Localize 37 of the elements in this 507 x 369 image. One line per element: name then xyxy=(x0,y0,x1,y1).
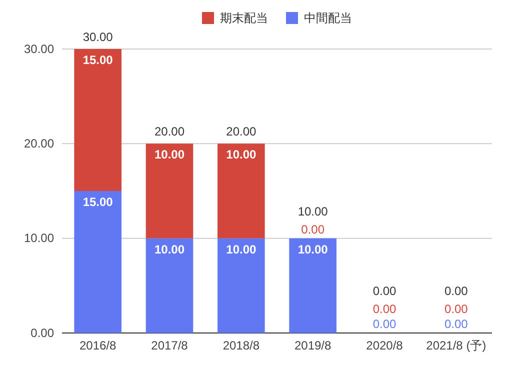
data-label: 10.00 xyxy=(226,148,257,162)
data-label: 10.00 xyxy=(154,242,185,256)
x-tick-label: 2016/8 xyxy=(79,338,117,353)
data-label: 10.00 xyxy=(226,242,257,256)
y-tick-label: 20.00 xyxy=(24,136,54,151)
y-tick-label: 30.00 xyxy=(24,42,54,56)
bar xyxy=(218,238,265,333)
data-label: 10.00 xyxy=(298,242,328,256)
data-label: 0.00 xyxy=(301,222,325,236)
total-label: 0.00 xyxy=(372,317,396,331)
bar xyxy=(218,144,265,238)
x-tick-label: 2020/8 xyxy=(366,338,404,353)
bar xyxy=(289,238,336,333)
text: 0.00 xyxy=(372,284,396,298)
data-label: 15.00 xyxy=(82,195,114,209)
bar xyxy=(146,144,194,238)
legend-label: 期末配当 xyxy=(220,11,268,25)
data-label: 0.00 xyxy=(444,302,468,316)
data-label: 15.00 xyxy=(82,53,114,67)
bar xyxy=(74,49,122,191)
x-tick-label: 2019/8 xyxy=(294,338,332,353)
legend-label: 中間配当 xyxy=(304,11,352,25)
data-label: 10.00 xyxy=(154,148,185,162)
y-tick-label: 0.00 xyxy=(30,326,54,340)
y-tick-label: 10.00 xyxy=(24,231,54,246)
total-label: 20.00 xyxy=(154,124,185,139)
text: 0.00 xyxy=(444,284,468,298)
data-label: 0.00 xyxy=(372,302,396,316)
total-label: 30.00 xyxy=(82,30,114,44)
bar xyxy=(74,191,122,333)
x-tick-label: 2021/8 (予) xyxy=(426,338,486,353)
x-tick-label: 2018/8 xyxy=(222,338,260,353)
total-label: 20.00 xyxy=(226,124,257,139)
x-tick-label: 2017/8 xyxy=(151,338,188,353)
total-label: 10.00 xyxy=(298,204,328,218)
total-label: 0.00 xyxy=(444,317,468,331)
bar xyxy=(146,238,194,333)
